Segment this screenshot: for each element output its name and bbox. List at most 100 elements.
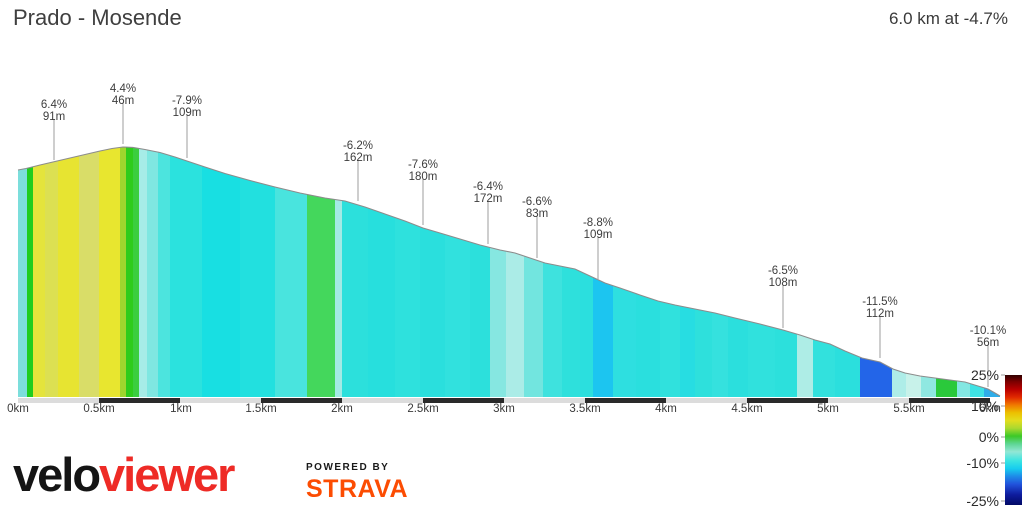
profile-band: [158, 147, 170, 397]
profile-band: [728, 147, 748, 397]
annotation-length: 108m: [769, 277, 798, 289]
profile-band: [712, 147, 728, 397]
profile-band: [775, 147, 797, 397]
profile-band: [636, 147, 660, 397]
profile-band: [58, 147, 79, 397]
profile-band: [921, 147, 936, 397]
veloviewer-logo[interactable]: veloviewer: [13, 448, 235, 501]
gradient-annotation: -7.6%180m: [408, 159, 438, 225]
gradient-annotation: -6.2%162m: [343, 140, 373, 201]
profile-band: [170, 147, 202, 397]
profile-band: [506, 147, 524, 397]
annotation-grade: -8.8%: [583, 217, 613, 229]
profile-band: [970, 147, 984, 397]
annotation-length: 109m: [584, 229, 613, 241]
annotation-grade: -11.5%: [862, 296, 898, 308]
distance-bar-segment: [180, 398, 261, 403]
profile-band: [957, 147, 970, 397]
gradient-annotation: -6.6%83m: [522, 196, 552, 258]
annotation-grade: -10.1%: [970, 325, 1006, 337]
annotation-length: 56m: [977, 337, 999, 349]
x-tick-label: 5km: [817, 403, 839, 415]
profile-band: [936, 147, 957, 397]
legend-label: 10%: [971, 398, 999, 414]
gradient-annotation: -7.9%109m: [172, 95, 202, 158]
strava-logo[interactable]: POWERED BY STRAVA: [306, 462, 408, 504]
profile-band: [593, 147, 613, 397]
profile-band: [892, 147, 906, 397]
x-tick-label: 3km: [493, 403, 515, 415]
profile-band: [835, 147, 860, 397]
annotation-length: 91m: [43, 111, 65, 123]
page-title: Prado - Mosende: [13, 5, 182, 30]
gradient-legend: 25% 10% 0% -10% -25%: [966, 367, 1022, 509]
distance-bar-segment: [909, 398, 990, 403]
x-tick-label: 0.5km: [83, 403, 114, 415]
distance-bar: [18, 398, 990, 403]
annotation-grade: -6.6%: [522, 196, 552, 208]
profile-summary: 6.0 km at -4.7%: [888, 9, 1008, 28]
gradient-annotation: -8.8%109m: [583, 217, 613, 280]
profile-band: [33, 147, 45, 397]
profile-band: [984, 147, 1000, 397]
legend-label: -25%: [966, 493, 999, 509]
annotation-grade: 6.4%: [41, 99, 67, 111]
profile-band: [307, 147, 335, 397]
profile-band: [680, 147, 695, 397]
x-tick-label: 6km: [979, 403, 1001, 415]
veloviewer-logo-velo: velo: [13, 448, 101, 501]
distance-bar-segment: [504, 398, 585, 403]
profile-band: [562, 147, 580, 397]
profile-outline: [17, 146, 1001, 397]
profile-band: [240, 147, 275, 397]
profile-band: [470, 147, 490, 397]
profile-band: [490, 147, 506, 397]
profile-band: [126, 147, 133, 397]
veloviewer-logo-viewer: viewer: [99, 448, 235, 501]
annotation-length: 46m: [112, 95, 134, 107]
distance-bar-segment: [99, 398, 180, 403]
x-tick-label: 5.5km: [893, 403, 924, 415]
profile-band: [797, 147, 813, 397]
profile-band: [45, 147, 58, 397]
x-tick-label: 1km: [170, 403, 192, 415]
gradient-annotation: -11.5%112m: [862, 296, 898, 358]
profile-band: [660, 147, 680, 397]
profile-band: [147, 147, 158, 397]
annotation-grade: -6.2%: [343, 140, 373, 152]
profile-band: [580, 147, 593, 397]
profile-band: [79, 147, 99, 397]
profile-band: [695, 147, 712, 397]
profile-band: [120, 147, 126, 397]
x-tick-label: 3.5km: [569, 403, 600, 415]
profile-band: [860, 147, 892, 397]
powered-by-label: POWERED BY: [306, 462, 390, 473]
legend-label: 25%: [971, 367, 999, 383]
x-tick-label: 4.5km: [731, 403, 762, 415]
profile-band: [748, 147, 775, 397]
legend-label: -10%: [966, 455, 999, 471]
annotation-grade: -6.4%: [473, 181, 503, 193]
annotation-grade: -7.6%: [408, 159, 438, 171]
x-tick-label: 2.5km: [407, 403, 438, 415]
annotation-grade: -7.9%: [172, 95, 202, 107]
profile-band: [813, 147, 835, 397]
profile-band: [445, 147, 470, 397]
gradient-annotation: -10.1%56m: [970, 325, 1006, 387]
profile-band: [139, 147, 147, 397]
gradient-annotation: -6.5%108m: [768, 265, 798, 328]
gradient-annotation: 6.4%91m: [41, 99, 67, 160]
distance-bar-segment: [747, 398, 828, 403]
profile-band: [335, 147, 342, 397]
gradient-annotation: 4.4%46m: [110, 83, 136, 144]
distance-bar-segment: [828, 398, 909, 403]
annotation-length: 172m: [474, 193, 503, 205]
profile-band: [202, 147, 240, 397]
profile-band: [275, 147, 307, 397]
distance-bar-segment: [342, 398, 423, 403]
profile-band: [613, 147, 636, 397]
legend-colorbar: [1005, 375, 1022, 505]
annotation-length: 180m: [409, 171, 438, 183]
